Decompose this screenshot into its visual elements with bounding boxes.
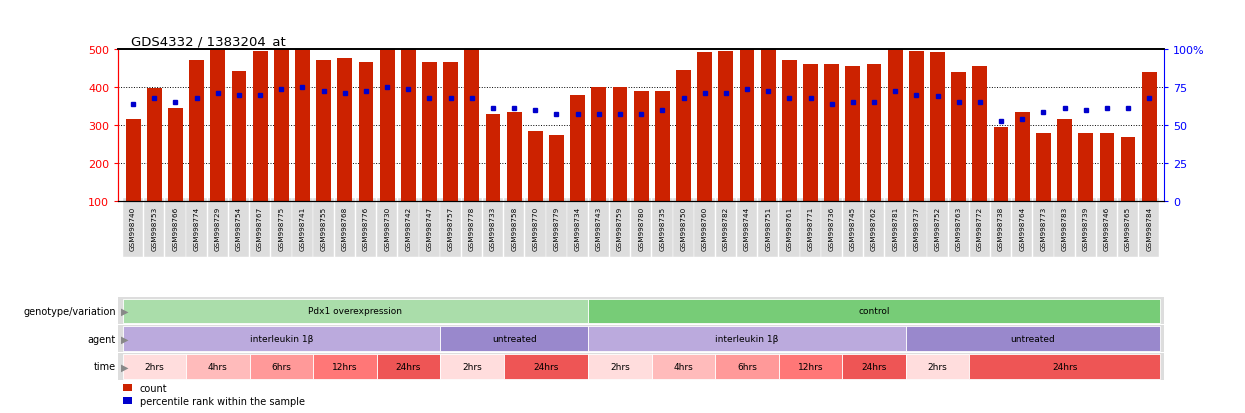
Bar bbox=[1036, 133, 1051, 202]
Bar bbox=[464, 42, 479, 202]
Text: 2hrs: 2hrs bbox=[610, 362, 630, 371]
Bar bbox=[716, 354, 779, 379]
Bar bbox=[122, 299, 588, 323]
Bar bbox=[486, 114, 500, 202]
Bar bbox=[824, 65, 839, 202]
Bar bbox=[359, 63, 373, 202]
Text: untreated: untreated bbox=[492, 335, 537, 343]
Bar bbox=[634, 91, 649, 202]
Text: 2hrs: 2hrs bbox=[144, 362, 164, 371]
Text: 4hrs: 4hrs bbox=[208, 362, 228, 371]
Bar bbox=[1015, 112, 1030, 202]
Bar bbox=[782, 61, 797, 202]
Bar bbox=[740, 32, 754, 202]
Bar bbox=[186, 354, 249, 379]
Bar bbox=[337, 59, 352, 202]
Bar bbox=[906, 354, 970, 379]
Bar bbox=[888, 40, 903, 202]
Bar bbox=[249, 354, 312, 379]
Bar bbox=[761, 28, 776, 202]
Bar bbox=[316, 61, 331, 202]
Text: 6hrs: 6hrs bbox=[271, 362, 291, 371]
Text: untreated: untreated bbox=[1011, 335, 1056, 343]
Text: 2hrs: 2hrs bbox=[928, 362, 947, 371]
Bar bbox=[274, 40, 289, 202]
Bar bbox=[970, 354, 1160, 379]
Bar bbox=[376, 354, 439, 379]
Bar bbox=[253, 52, 268, 202]
Bar bbox=[994, 128, 1008, 202]
Bar bbox=[652, 354, 716, 379]
Bar bbox=[655, 91, 670, 202]
Bar bbox=[909, 52, 924, 202]
Text: 24hrs: 24hrs bbox=[862, 362, 886, 371]
Bar bbox=[843, 354, 906, 379]
Bar bbox=[422, 63, 437, 202]
Bar bbox=[803, 65, 818, 202]
Text: interleukin 1β: interleukin 1β bbox=[716, 335, 778, 343]
Bar bbox=[549, 135, 564, 202]
Bar bbox=[439, 327, 588, 351]
Text: genotype/variation: genotype/variation bbox=[24, 306, 116, 316]
Text: 4hrs: 4hrs bbox=[674, 362, 693, 371]
Bar bbox=[779, 354, 843, 379]
Bar bbox=[380, 31, 395, 202]
Bar bbox=[951, 72, 966, 202]
Bar bbox=[189, 61, 204, 202]
Bar bbox=[312, 354, 376, 379]
Text: control: control bbox=[858, 307, 890, 316]
Text: ▶: ▶ bbox=[121, 334, 128, 344]
Bar bbox=[126, 120, 141, 202]
Bar bbox=[528, 131, 543, 202]
Text: 24hrs: 24hrs bbox=[533, 362, 559, 371]
Text: agent: agent bbox=[87, 334, 116, 344]
Bar bbox=[867, 65, 881, 202]
Bar bbox=[591, 88, 606, 202]
Text: ▶: ▶ bbox=[121, 361, 128, 372]
Text: interleukin 1β: interleukin 1β bbox=[249, 335, 312, 343]
Text: 12hrs: 12hrs bbox=[798, 362, 823, 371]
Bar bbox=[613, 88, 627, 202]
Bar bbox=[295, 47, 310, 202]
Bar bbox=[507, 112, 522, 202]
Bar bbox=[1120, 137, 1135, 202]
Bar bbox=[122, 354, 186, 379]
Bar bbox=[232, 72, 247, 202]
Text: 24hrs: 24hrs bbox=[1052, 362, 1077, 371]
Text: GDS4332 / 1383204_at: GDS4332 / 1383204_at bbox=[131, 35, 285, 47]
Bar bbox=[588, 299, 1160, 323]
Text: ▶: ▶ bbox=[121, 306, 128, 316]
Bar bbox=[168, 109, 183, 202]
Bar bbox=[443, 63, 458, 202]
Bar bbox=[845, 67, 860, 202]
Text: 2hrs: 2hrs bbox=[462, 362, 482, 371]
Bar bbox=[1099, 133, 1114, 202]
Bar bbox=[439, 354, 503, 379]
Bar bbox=[1142, 72, 1157, 202]
Bar bbox=[906, 327, 1160, 351]
Text: time: time bbox=[93, 361, 116, 372]
Bar bbox=[1078, 133, 1093, 202]
Bar bbox=[1057, 120, 1072, 202]
Bar bbox=[718, 52, 733, 202]
Bar bbox=[401, 42, 416, 202]
Text: 24hrs: 24hrs bbox=[396, 362, 421, 371]
Bar bbox=[972, 67, 987, 202]
Bar bbox=[210, 47, 225, 202]
Bar bbox=[147, 89, 162, 202]
Bar bbox=[588, 354, 652, 379]
Bar bbox=[588, 327, 906, 351]
Bar bbox=[570, 95, 585, 202]
Bar bbox=[676, 71, 691, 202]
Bar bbox=[503, 354, 588, 379]
Bar bbox=[930, 53, 945, 202]
Text: 6hrs: 6hrs bbox=[737, 362, 757, 371]
Legend: count, percentile rank within the sample: count, percentile rank within the sample bbox=[123, 383, 305, 406]
Bar bbox=[697, 53, 712, 202]
Bar bbox=[122, 327, 439, 351]
Text: Pdx1 overexpression: Pdx1 overexpression bbox=[309, 307, 402, 316]
Text: 12hrs: 12hrs bbox=[332, 362, 357, 371]
